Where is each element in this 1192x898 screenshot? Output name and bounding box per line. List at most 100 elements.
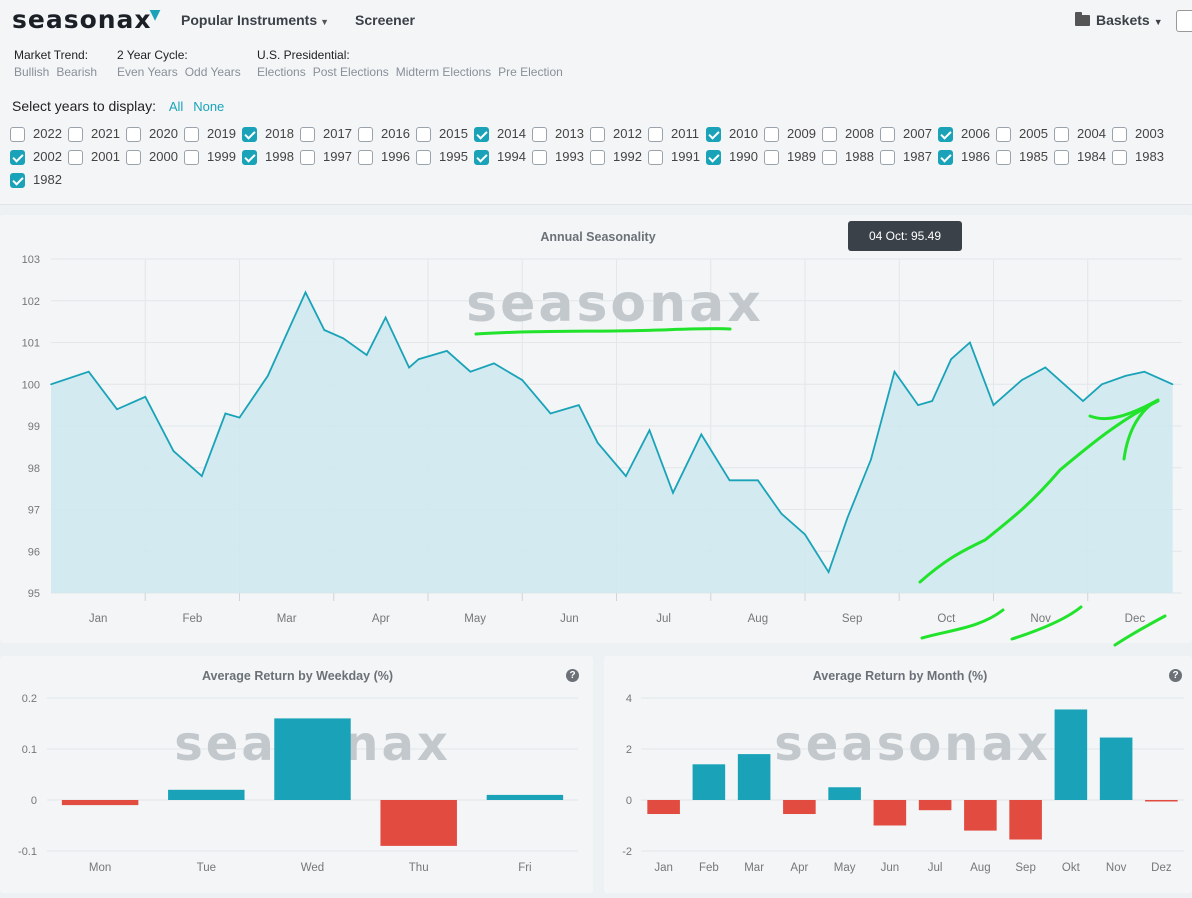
checkbox[interactable] — [242, 150, 257, 165]
checkbox[interactable] — [648, 127, 663, 142]
year-checkbox-2001[interactable]: 2001 — [68, 148, 120, 166]
year-checkbox-1997[interactable]: 1997 — [300, 148, 352, 166]
checkbox[interactable] — [1054, 150, 1069, 165]
year-checkbox-1995[interactable]: 1995 — [416, 148, 468, 166]
checkbox[interactable] — [1112, 127, 1127, 142]
checkbox[interactable] — [532, 127, 547, 142]
year-checkbox-2018[interactable]: 2018 — [242, 125, 294, 143]
year-checkbox-2006[interactable]: 2006 — [938, 125, 990, 143]
year-checkbox-2014[interactable]: 2014 — [474, 125, 526, 143]
checkbox[interactable] — [1112, 150, 1127, 165]
year-checkbox-2000[interactable]: 2000 — [126, 148, 178, 166]
bullish-option[interactable]: Bullish — [14, 65, 50, 79]
year-checkbox-1994[interactable]: 1994 — [474, 148, 526, 166]
year-checkbox-1996[interactable]: 1996 — [358, 148, 410, 166]
checkbox[interactable] — [358, 127, 373, 142]
even-years-option[interactable]: Even Years — [117, 65, 178, 79]
year-checkbox-1993[interactable]: 1993 — [532, 148, 584, 166]
year-checkbox-2021[interactable]: 2021 — [68, 125, 120, 143]
checkbox[interactable] — [68, 127, 83, 142]
year-checkbox-2007[interactable]: 2007 — [880, 125, 932, 143]
annual-seasonality-chart[interactable]: 95 96 97 98 99 100 101 102 103 Jan Feb Mar Apr May Jun… — [0, 215, 1192, 643]
year-checkbox-2020[interactable]: 2020 — [126, 125, 178, 143]
post-elections-option[interactable]: Post Elections — [312, 65, 389, 79]
year-checkbox-1992[interactable]: 1992 — [590, 148, 642, 166]
year-checkbox-2022[interactable]: 2022 — [10, 125, 62, 143]
checkbox[interactable] — [358, 150, 373, 165]
year-checkbox-2008[interactable]: 2008 — [822, 125, 874, 143]
checkbox[interactable] — [880, 150, 895, 165]
year-checkbox-1987[interactable]: 1987 — [880, 148, 932, 166]
year-checkbox-1985[interactable]: 1985 — [996, 148, 1048, 166]
year-checkbox-2004[interactable]: 2004 — [1054, 125, 1106, 143]
checkbox[interactable] — [938, 127, 953, 142]
checkbox[interactable] — [938, 150, 953, 165]
year-checkbox-1999[interactable]: 1999 — [184, 148, 236, 166]
odd-years-option[interactable]: Odd Years — [184, 65, 241, 79]
checkbox[interactable] — [10, 127, 25, 142]
elections-option[interactable]: Elections — [257, 65, 306, 79]
year-checkbox-2011[interactable]: 2011 — [648, 125, 700, 143]
year-checkbox-1989[interactable]: 1989 — [764, 148, 816, 166]
year-checkbox-2002[interactable]: 2002 — [10, 148, 62, 166]
checkbox[interactable] — [996, 150, 1011, 165]
checkbox[interactable] — [822, 150, 837, 165]
checkbox[interactable] — [416, 150, 431, 165]
checkbox[interactable] — [474, 150, 489, 165]
year-checkbox-1984[interactable]: 1984 — [1054, 148, 1106, 166]
year-checkbox-1988[interactable]: 1988 — [822, 148, 874, 166]
checkbox[interactable] — [996, 127, 1011, 142]
year-checkbox-1986[interactable]: 1986 — [938, 148, 990, 166]
checkbox[interactable] — [126, 150, 141, 165]
help-icon[interactable]: ? — [566, 669, 579, 682]
checkbox[interactable] — [416, 127, 431, 142]
checkbox[interactable] — [648, 150, 663, 165]
checkbox[interactable] — [706, 150, 721, 165]
checkbox[interactable] — [300, 127, 315, 142]
year-checkbox-2017[interactable]: 2017 — [300, 125, 352, 143]
year-checkbox-2010[interactable]: 2010 — [706, 125, 758, 143]
checkbox[interactable] — [590, 150, 605, 165]
checkbox[interactable] — [880, 127, 895, 142]
screener-link[interactable]: Screener — [355, 12, 415, 28]
year-checkbox-2016[interactable]: 2016 — [358, 125, 410, 143]
baskets-menu[interactable]: Baskets ▼ — [1075, 12, 1163, 28]
select-none-link[interactable]: None — [193, 99, 225, 114]
select-all-link[interactable]: All — [168, 99, 184, 114]
year-checkbox-1983[interactable]: 1983 — [1112, 148, 1164, 166]
year-checkbox-2003[interactable]: 2003 — [1112, 125, 1164, 143]
checkbox[interactable] — [242, 127, 257, 142]
year-checkbox-2013[interactable]: 2013 — [532, 125, 584, 143]
year-checkbox-1990[interactable]: 1990 — [706, 148, 758, 166]
checkbox[interactable] — [126, 127, 141, 142]
popular-instruments-menu[interactable]: Popular Instruments ▼ — [181, 12, 330, 28]
year-checkbox-1991[interactable]: 1991 — [648, 148, 700, 166]
checkbox[interactable] — [68, 150, 83, 165]
year-checkbox-2015[interactable]: 2015 — [416, 125, 468, 143]
year-checkbox-1998[interactable]: 1998 — [242, 148, 294, 166]
checkbox[interactable] — [184, 150, 199, 165]
checkbox[interactable] — [300, 150, 315, 165]
checkbox[interactable] — [10, 173, 25, 188]
checkbox[interactable] — [532, 150, 547, 165]
checkbox[interactable] — [764, 127, 779, 142]
checkbox[interactable] — [10, 150, 25, 165]
midterm-elections-option[interactable]: Midterm Elections — [395, 65, 492, 79]
year-checkbox-2009[interactable]: 2009 — [764, 125, 816, 143]
checkbox[interactable] — [822, 127, 837, 142]
checkbox[interactable] — [764, 150, 779, 165]
checkbox[interactable] — [706, 127, 721, 142]
help-icon[interactable]: ? — [1169, 669, 1182, 682]
checkbox[interactable] — [184, 127, 199, 142]
year-checkbox-2019[interactable]: 2019 — [184, 125, 236, 143]
year-checkbox-1982[interactable]: 1982 — [10, 171, 62, 189]
seasonax-logo[interactable]: seasonax▼ — [12, 5, 162, 34]
checkbox[interactable] — [1054, 127, 1069, 142]
year-checkbox-2012[interactable]: 2012 — [590, 125, 642, 143]
checkbox[interactable] — [474, 127, 489, 142]
bearish-option[interactable]: Bearish — [56, 65, 98, 79]
checkbox[interactable] — [590, 127, 605, 142]
pre-election-option[interactable]: Pre Election — [498, 65, 563, 79]
account-button[interactable] — [1176, 10, 1192, 32]
year-checkbox-2005[interactable]: 2005 — [996, 125, 1048, 143]
